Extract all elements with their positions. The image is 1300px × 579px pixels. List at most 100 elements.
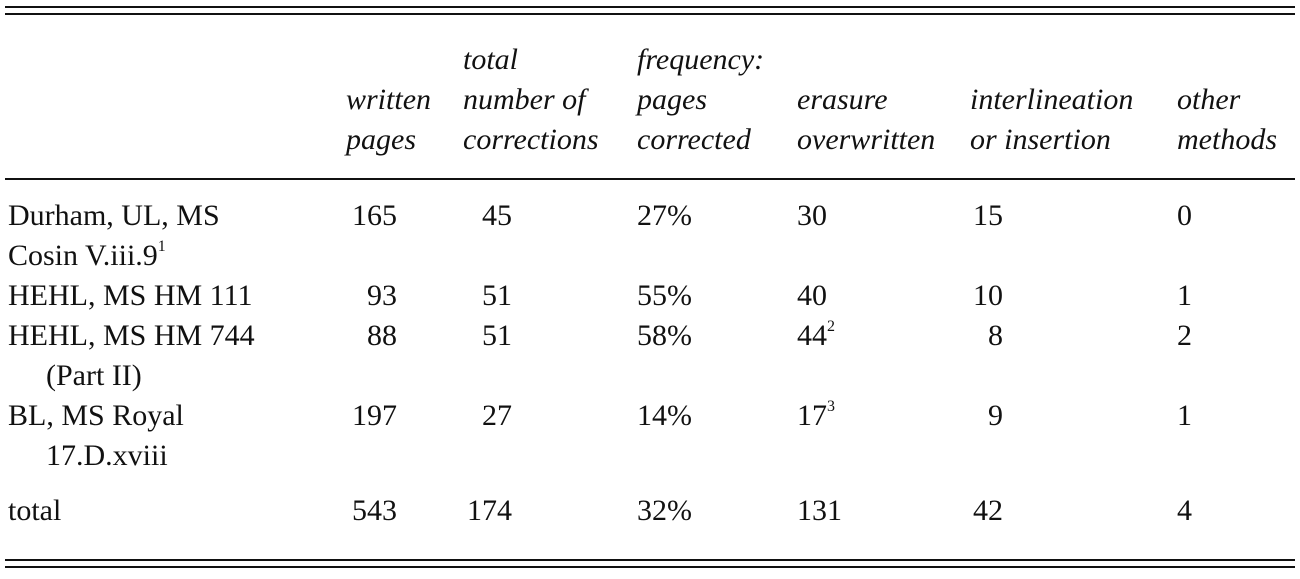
cell-value: 8: [988, 319, 1003, 352]
cell: 197: [343, 396, 460, 476]
cell-value: 51: [482, 319, 512, 352]
cell-value: 27: [482, 399, 512, 432]
cell-value: 1: [1177, 399, 1192, 432]
cell-value: 44: [797, 319, 827, 352]
label-line: 17.D.xviii: [46, 439, 168, 472]
label-line: HEHL, MS HM 744: [8, 319, 255, 352]
cell-value: 1: [1177, 279, 1192, 312]
cell: 165: [343, 174, 460, 276]
footnote-mark: 3: [827, 398, 835, 415]
column-header: interlineation or insertion: [967, 20, 1174, 174]
cell-value: 30: [797, 199, 827, 232]
column-header: frequency: pages corrected: [634, 20, 794, 174]
cell: 27: [460, 396, 634, 476]
cell: 174: [460, 476, 634, 531]
header-line: frequency:: [637, 43, 765, 76]
cell: 55%: [634, 276, 794, 316]
column-header: written pages: [343, 20, 460, 174]
row-label: BL, MS Royal 17.D.xviii: [5, 396, 343, 476]
cell: 173: [794, 396, 967, 476]
header-row: written pages total number of corrections fre…: [5, 20, 1295, 174]
cell-value: 93: [367, 279, 397, 312]
cell: 131: [794, 476, 967, 531]
cell: 58%: [634, 316, 794, 396]
cell: 32%: [634, 476, 794, 531]
footnote-mark: 2: [827, 318, 835, 335]
top-rule: [5, 6, 1295, 8]
header-line: pages: [637, 83, 707, 116]
header-line: overwritten: [797, 123, 936, 156]
cell: 0: [1174, 174, 1295, 276]
cell-value: 174: [467, 494, 512, 527]
header-line: corrections: [463, 123, 599, 156]
cell-value: 17: [797, 399, 827, 432]
column-header: other methods: [1174, 20, 1295, 174]
cell: 14%: [634, 396, 794, 476]
cell: 27%: [634, 174, 794, 276]
cell: 9: [967, 396, 1174, 476]
cell: 15: [967, 174, 1174, 276]
footnote-mark: 1: [157, 238, 166, 255]
cell-value: 27%: [637, 199, 692, 232]
cell-value: 51: [482, 279, 512, 312]
cell: 442: [794, 316, 967, 396]
bottom-rule: [5, 566, 1295, 568]
cell: 543: [343, 476, 460, 531]
header-line: pages: [346, 123, 416, 156]
header-line: methods: [1177, 123, 1277, 156]
cell-value: 10: [973, 279, 1003, 312]
corner: [5, 20, 343, 174]
row-label: HEHL, MS HM 111: [5, 276, 343, 316]
cell: 88: [343, 316, 460, 396]
cell-value: 42: [973, 494, 1003, 527]
cell: 40: [794, 276, 967, 316]
cell: 2: [1174, 316, 1295, 396]
cell-value: 165: [352, 199, 397, 232]
cell: 51: [460, 316, 634, 396]
label-line: Cosin V.iii.91: [8, 238, 166, 273]
cell: 93: [343, 276, 460, 316]
column-header: total number of corrections: [460, 20, 634, 174]
label-line: Durham, UL, MS: [8, 199, 220, 232]
header-rule: [5, 178, 1295, 180]
cell-value: 45: [482, 199, 512, 232]
table-body: Durham, UL, MS Cosin V.iii.91 165 45 27% 30 15…: [5, 174, 1295, 531]
label-line: BL, MS Royal: [8, 399, 184, 432]
header-line: other: [1177, 83, 1241, 116]
cell-value: 14%: [637, 399, 692, 432]
row-label: Durham, UL, MS Cosin V.iii.91: [5, 174, 343, 276]
table-row: total 543 174 32% 131 42 4: [5, 476, 1295, 531]
label-line: total: [8, 494, 62, 527]
cell-value: 2: [1177, 319, 1192, 352]
cell-value: 55%: [637, 279, 692, 312]
cell-value: 40: [797, 279, 827, 312]
header-line: number of: [463, 83, 586, 116]
cell-value: 58%: [637, 319, 692, 352]
header-line: written: [346, 83, 432, 116]
cell-value: 9: [988, 399, 1003, 432]
corrections-table: written pages total number of corrections fre…: [5, 20, 1295, 531]
cell-value: 88: [367, 319, 397, 352]
cell-value: 131: [797, 494, 842, 527]
cell-value: 197: [352, 399, 397, 432]
cell: 10: [967, 276, 1174, 316]
cell: 30: [794, 174, 967, 276]
header-line: or insertion: [970, 123, 1111, 156]
column-header: erasure overwritten: [794, 20, 967, 174]
header-line: total: [463, 43, 519, 76]
top-rule: [5, 13, 1295, 15]
table-row: Durham, UL, MS Cosin V.iii.91 165 45 27% 30 15…: [5, 174, 1295, 276]
cell-value: 0: [1177, 199, 1192, 232]
bottom-rule: [5, 559, 1295, 561]
cell: 4: [1174, 476, 1295, 531]
cell-value: 15: [973, 199, 1003, 232]
cell-value: 4: [1177, 494, 1192, 527]
label-line: (Part II): [46, 359, 142, 392]
label-line: HEHL, MS HM 111: [8, 279, 253, 312]
cell: 45: [460, 174, 634, 276]
cell: 1: [1174, 396, 1295, 476]
cell-value: 32%: [637, 494, 692, 527]
row-label: total: [5, 476, 343, 531]
header-line: corrected: [637, 123, 751, 156]
